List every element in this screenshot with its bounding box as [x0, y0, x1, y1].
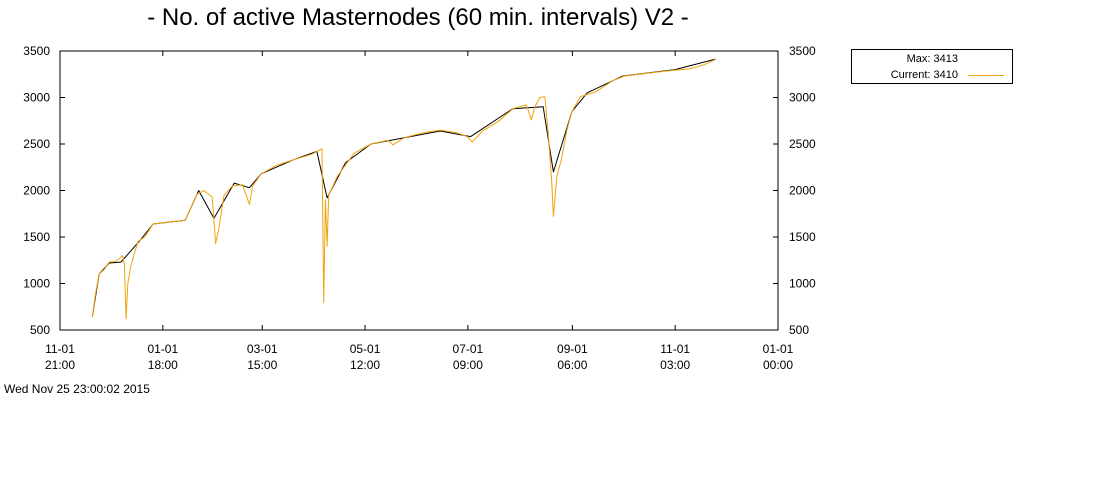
legend: Max: 3413 Current: 3410	[851, 49, 1013, 84]
y-tick-label-right: 3500	[789, 44, 816, 58]
y-tick-label-left: 1500	[23, 230, 50, 244]
y-tick-label-right: 500	[789, 323, 809, 337]
x-tick-label-date: 01-01	[763, 342, 794, 356]
y-tick-label-left: 3500	[23, 44, 50, 58]
legend-current-swatch	[968, 75, 1004, 76]
y-tick-label-left: 2000	[23, 184, 50, 198]
x-tick-label-time: 03:00	[660, 358, 690, 372]
x-tick-label-time: 06:00	[557, 358, 587, 372]
series-line-max	[91, 58, 716, 318]
y-tick-label-right: 1500	[789, 230, 816, 244]
x-tick-label-date: 05-01	[350, 342, 381, 356]
x-tick-label-time: 15:00	[247, 358, 277, 372]
x-tick-label-time: 21:00	[45, 358, 75, 372]
y-tick-label-left: 3000	[23, 91, 50, 105]
y-tick-label-right: 2500	[789, 137, 816, 151]
x-tick-label-date: 11-01	[660, 342, 690, 356]
x-tick-label-date: 11-01	[45, 342, 75, 356]
legend-current-label: Current: 3410	[890, 69, 958, 81]
chart: 500 500 1000 1000 1500 1500 2000 2000 2500 2500 30…	[23, 44, 816, 372]
y-tick-label-left: 1000	[23, 277, 50, 291]
x-tick-label-time: 18:00	[148, 358, 178, 372]
x-tick-label-time: 00:00	[763, 358, 793, 372]
x-tick-label-date: 01-01	[147, 342, 178, 356]
timestamp: Wed Nov 25 23:00:02 2015	[4, 382, 150, 396]
legend-max-label: Max: 3413	[906, 53, 958, 65]
chart-title: - No. of active Masternodes (60 min. int…	[147, 4, 689, 31]
x-tick-label-date: 07-01	[453, 342, 484, 356]
y-tick-label-right: 2000	[789, 184, 816, 198]
x-tick-label-date: 09-01	[557, 342, 588, 356]
y-tick-label-left: 500	[30, 323, 50, 337]
y-tick-label-right: 1000	[789, 277, 816, 291]
y-tick-label-left: 2500	[23, 137, 50, 151]
y-tick-label-right: 3000	[789, 91, 816, 105]
plot-frame	[59, 50, 779, 331]
axes: 500 500 1000 1000 1500 1500 2000 2000 2500 2500 30…	[23, 44, 816, 372]
x-tick-label-date: 03-01	[247, 342, 278, 356]
x-tick-label-time: 09:00	[453, 358, 483, 372]
x-tick-label-time: 12:00	[350, 358, 380, 372]
series-line-current	[91, 58, 716, 320]
series-layer	[91, 58, 716, 320]
